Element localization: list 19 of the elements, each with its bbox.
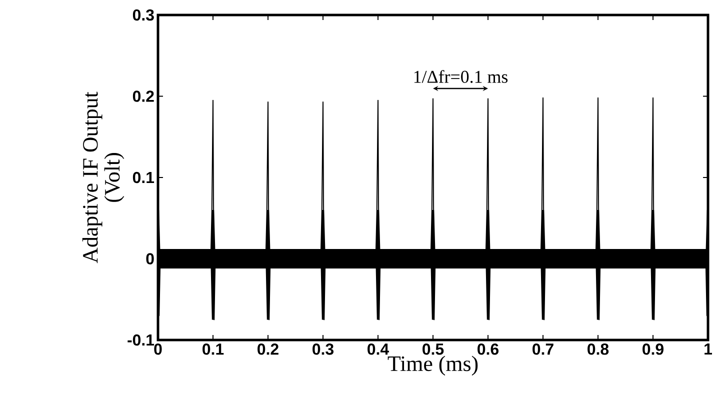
x-tick-label: 0.2 — [258, 344, 278, 355]
y-tick-label: 0.2 — [132, 90, 154, 102]
y-tick-label: 0.1 — [132, 172, 154, 184]
x-tick-label: 0.3 — [312, 344, 334, 355]
y-tick-label: 0.3 — [132, 9, 154, 21]
y-tick-label: 0 — [146, 253, 154, 264]
x-tick-label: 0.5 — [422, 344, 444, 355]
x-tick-label: 0.7 — [532, 344, 554, 355]
y-axis-title: Adaptive IF Output (Volt) — [82, 92, 124, 264]
annotation: 1/Δfr=0.1 ms — [414, 70, 508, 83]
x-tick-label: 0.9 — [642, 344, 664, 355]
x-axis-title: Time (ms) — [388, 356, 478, 376]
x-tick-label: 0 — [154, 344, 162, 355]
x-tick-label: 0.4 — [368, 344, 389, 355]
x-tick-label: 0.1 — [202, 344, 224, 355]
x-tick-label: 0.6 — [478, 344, 498, 355]
x-tick-label: 0.8 — [588, 344, 609, 355]
y-tick-label: -0.1 — [128, 334, 154, 346]
x-tick-label: 1 — [704, 344, 712, 354]
